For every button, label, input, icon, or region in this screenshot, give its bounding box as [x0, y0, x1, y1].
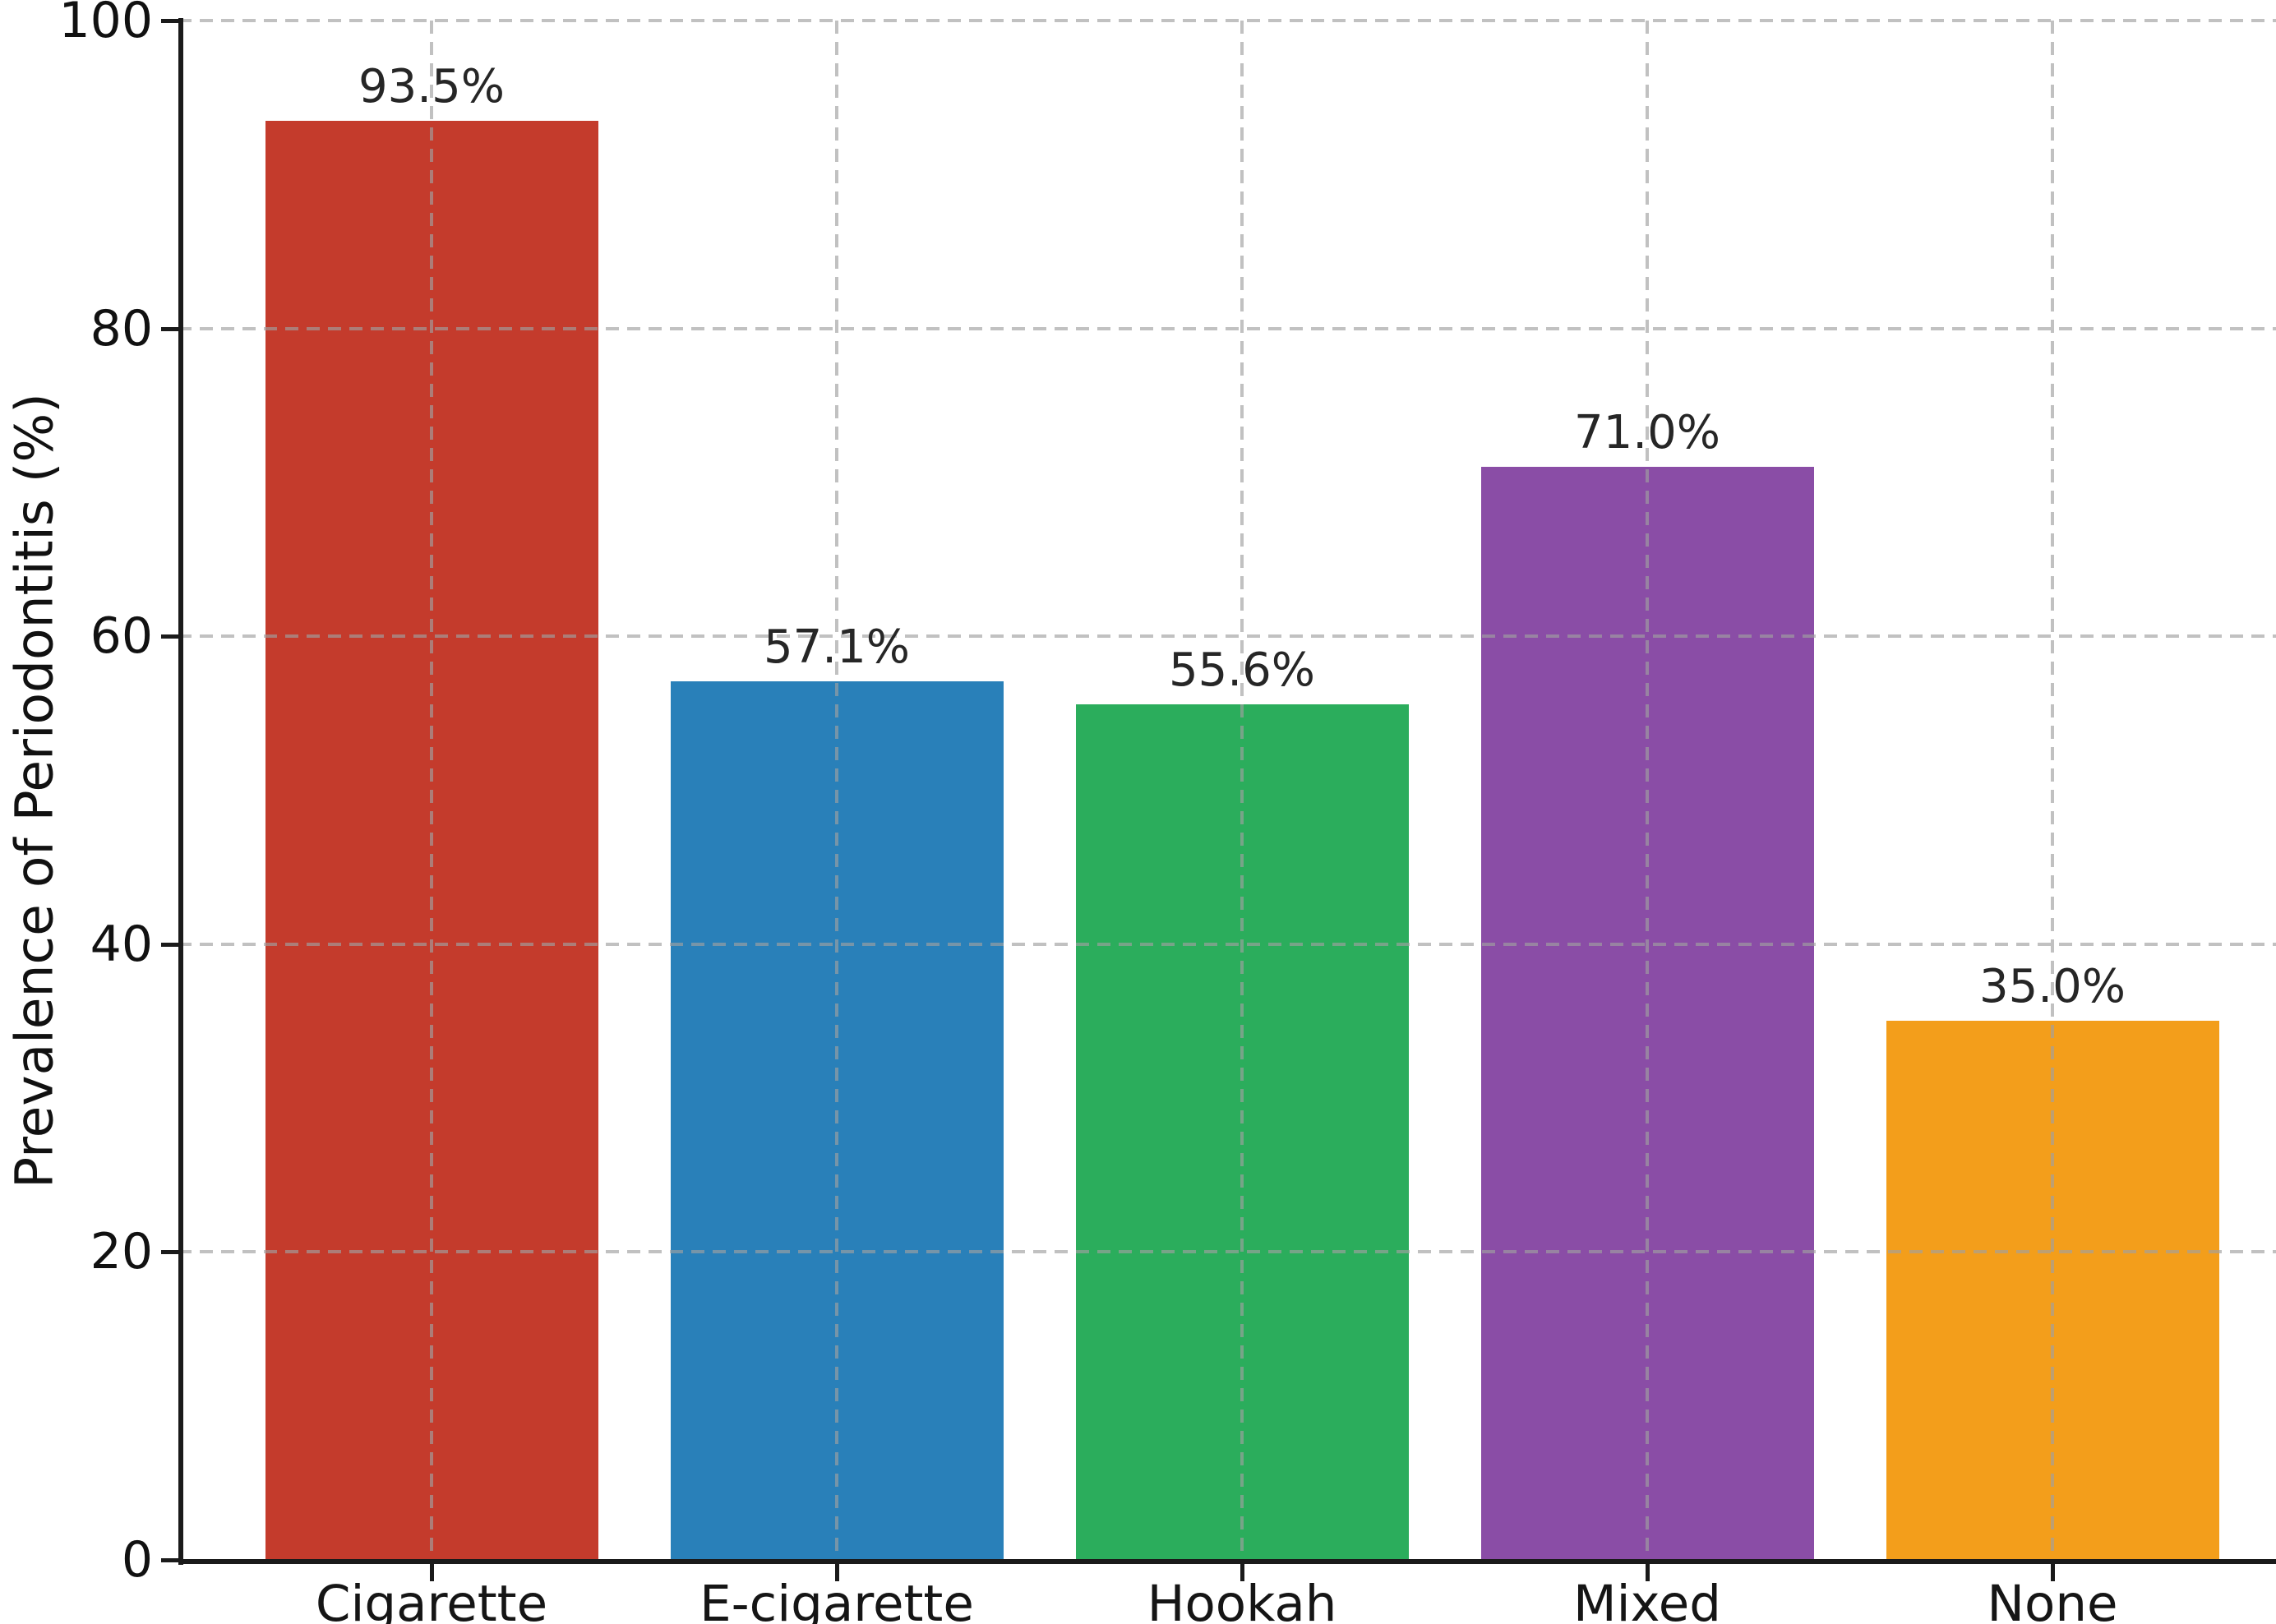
y-tick-mark	[161, 1250, 178, 1255]
x-tick-label: None	[1987, 1575, 2118, 1624]
x-tick-label: Hookah	[1147, 1575, 1337, 1624]
x-axis-spine	[178, 1559, 2276, 1564]
bar-value-label: 35.0%	[1979, 960, 2126, 1014]
y-tick-mark	[161, 634, 178, 639]
x-tick-label: Cigarette	[315, 1575, 548, 1624]
y-tick-mark	[161, 1558, 178, 1562]
v-gridline	[430, 21, 433, 1560]
h-gridline	[178, 19, 2276, 22]
y-tick-mark	[161, 19, 178, 23]
bar-value-label: 93.5%	[358, 59, 505, 113]
v-gridline	[1240, 21, 1244, 1560]
x-tick-mark	[835, 1564, 839, 1581]
bar-value-label: 71.0%	[1574, 406, 1720, 460]
v-gridline	[2051, 21, 2054, 1560]
x-tick-label: Mixed	[1572, 1575, 1722, 1624]
x-tick-mark	[430, 1564, 434, 1581]
y-tick-label: 100	[58, 0, 153, 49]
h-gridline	[178, 942, 2276, 946]
y-tick-label: 60	[90, 607, 153, 666]
bar-value-label: 57.1%	[764, 620, 910, 674]
y-axis-spine	[178, 18, 183, 1565]
y-tick-mark	[161, 942, 178, 947]
x-tick-mark	[2051, 1564, 2055, 1581]
h-gridline	[178, 326, 2276, 330]
x-tick-mark	[1646, 1564, 1650, 1581]
x-tick-label: E-cigarette	[699, 1575, 974, 1624]
y-tick-label: 20	[90, 1223, 153, 1281]
v-gridline	[835, 21, 838, 1560]
v-gridline	[1646, 21, 1649, 1560]
h-gridline	[178, 1250, 2276, 1254]
y-tick-label: 40	[90, 915, 153, 973]
bar-value-label: 55.6%	[1169, 643, 1315, 697]
y-tick-label: 80	[90, 299, 153, 358]
x-tick-mark	[1240, 1564, 1244, 1581]
y-tick-label: 0	[121, 1531, 153, 1589]
y-tick-mark	[161, 326, 178, 331]
h-gridline	[178, 634, 2276, 639]
